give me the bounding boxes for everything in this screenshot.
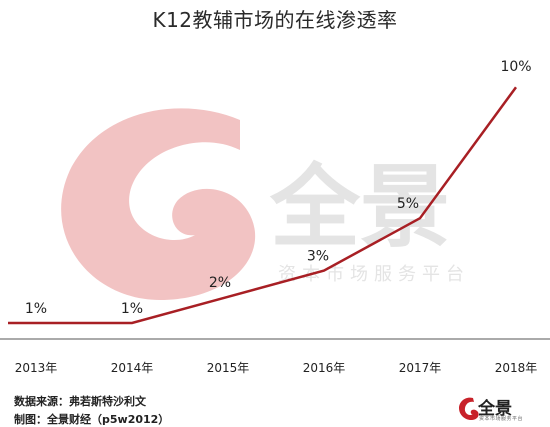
data-points: [35, 87, 517, 324]
data-label-6: 10%: [500, 59, 531, 75]
x-tick-label-5: 2017年: [399, 361, 442, 375]
x-tick-label-6: 2018年: [495, 361, 538, 375]
x-tick-label-2: 2014年: [111, 361, 154, 375]
footer-maker: 制图：全景财经（p5w2012）: [14, 413, 170, 426]
footer-source: 数据来源：弗若斯特沙利文: [14, 395, 146, 408]
footer-logo-tagline: 资本市场服务平台: [479, 416, 524, 422]
data-labels: 1% 1% 2% 3% 5% 10%: [25, 59, 532, 317]
x-tick-label-1: 2013年: [15, 361, 58, 375]
chart-title: K12教辅市场的在线渗透率: [152, 8, 398, 32]
watermark: 全景 资本市场服务平台: [61, 108, 464, 300]
footer-logo-icon: [459, 397, 479, 420]
data-label-2: 1%: [121, 301, 143, 317]
x-tick-label-3: 2015年: [207, 361, 250, 375]
x-tick-label-4: 2016年: [303, 361, 346, 375]
watermark-swirl-icon: [61, 108, 256, 300]
watermark-brand: 全景: [269, 155, 450, 260]
x-tick-labels: 2013年 2014年 2015年 2016年 2017年 2018年: [15, 361, 538, 375]
footer-logo-text: 全景: [478, 399, 512, 419]
data-label-5: 5%: [397, 196, 419, 212]
data-label-4: 3%: [307, 249, 329, 265]
data-label-1: 1%: [25, 301, 47, 317]
data-label-3: 2%: [209, 275, 231, 291]
line-chart: 全景 资本市场服务平台 2013年 2014年 2015年 2016年 2017年 201…: [0, 59, 550, 375]
